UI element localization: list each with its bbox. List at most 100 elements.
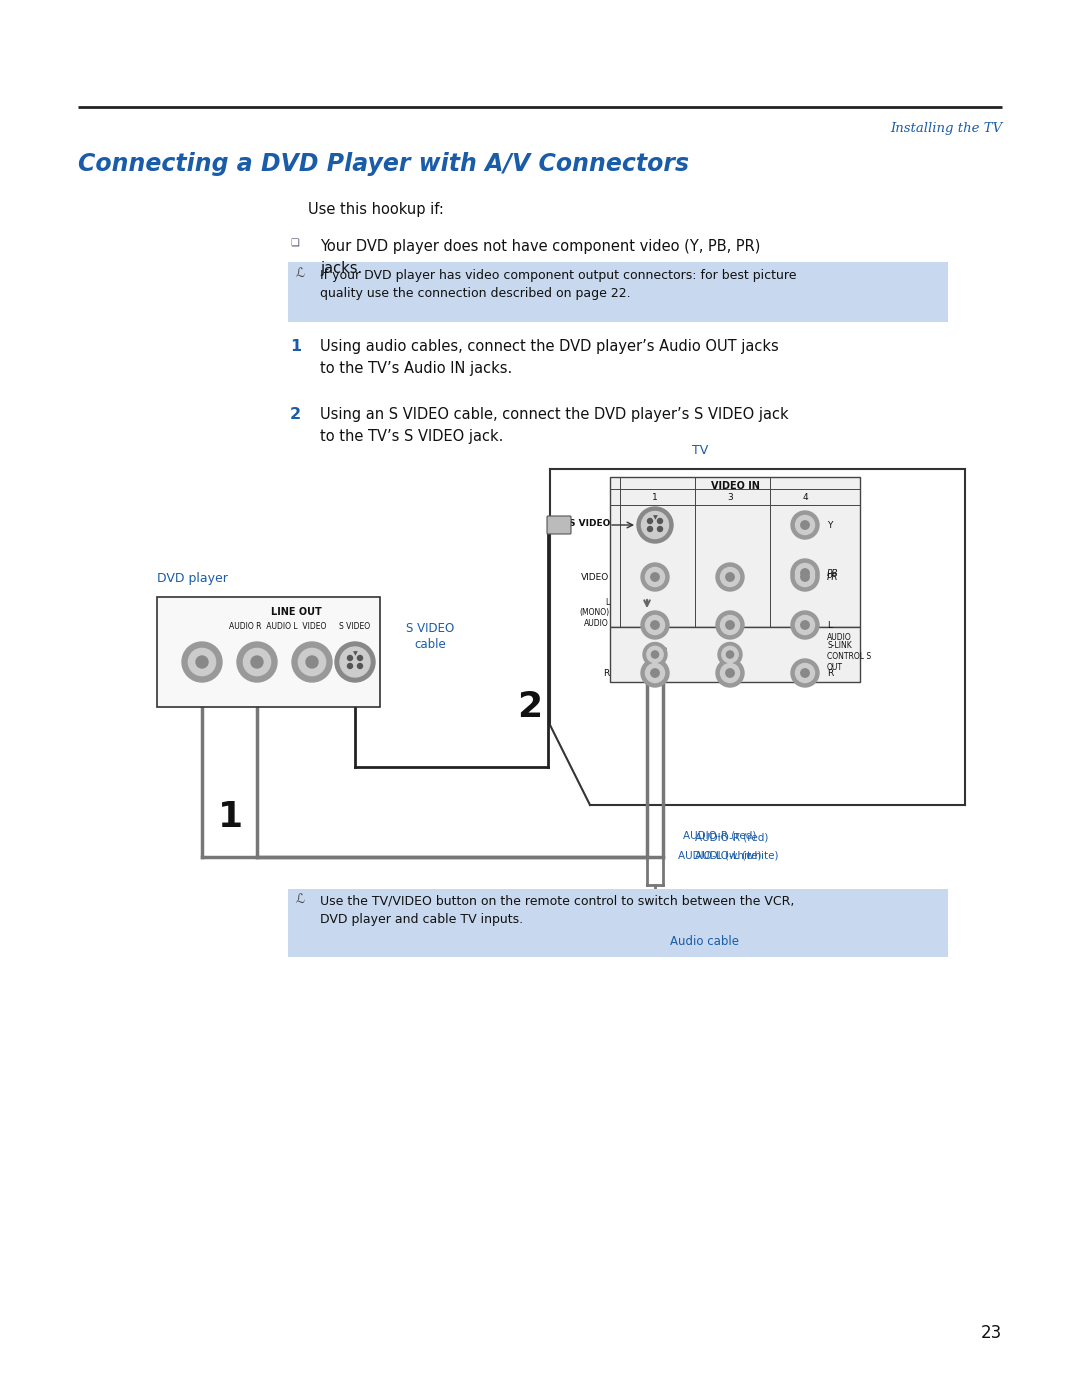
Text: 23: 23 <box>981 1324 1002 1343</box>
Text: AUDIO-R (red): AUDIO-R (red) <box>683 830 756 840</box>
Text: If your DVD player has video component output connectors: for best picture
quali: If your DVD player has video component o… <box>320 270 797 300</box>
Text: ▼: ▼ <box>353 651 357 657</box>
Circle shape <box>791 659 819 687</box>
Text: 1: 1 <box>652 493 658 502</box>
Circle shape <box>642 610 669 638</box>
Circle shape <box>726 573 734 581</box>
Circle shape <box>716 610 744 638</box>
Text: S VIDEO
cable: S VIDEO cable <box>406 623 454 651</box>
FancyBboxPatch shape <box>288 888 948 957</box>
Text: 1: 1 <box>217 800 243 834</box>
Circle shape <box>646 664 664 683</box>
Text: ▼: ▼ <box>652 515 658 520</box>
Circle shape <box>658 527 662 531</box>
Text: AUDIO R  AUDIO L  VIDEO: AUDIO R AUDIO L VIDEO <box>229 622 326 631</box>
Text: ❏: ❏ <box>291 239 299 249</box>
Text: AUDIO: AUDIO <box>827 633 852 641</box>
Circle shape <box>718 643 742 666</box>
Circle shape <box>642 563 669 591</box>
Text: R: R <box>603 669 609 678</box>
Circle shape <box>726 620 734 629</box>
Circle shape <box>195 657 208 668</box>
Circle shape <box>298 648 325 676</box>
Circle shape <box>651 620 659 629</box>
Circle shape <box>306 657 318 668</box>
Text: 2: 2 <box>517 690 542 724</box>
Text: S-LINK
CONTROL S
OUT: S-LINK CONTROL S OUT <box>827 641 872 672</box>
Text: L
(MONO)
AUDIO: L (MONO) AUDIO <box>579 598 609 627</box>
Text: Installing the TV: Installing the TV <box>890 122 1002 136</box>
FancyBboxPatch shape <box>288 263 948 321</box>
Circle shape <box>251 657 264 668</box>
Circle shape <box>721 647 738 662</box>
Circle shape <box>651 651 659 658</box>
Text: AUDIO-R (red): AUDIO-R (red) <box>696 833 768 842</box>
Circle shape <box>720 616 740 634</box>
Circle shape <box>643 643 667 666</box>
Circle shape <box>716 563 744 591</box>
Circle shape <box>237 643 276 682</box>
Circle shape <box>720 567 740 587</box>
Circle shape <box>646 567 664 587</box>
Text: AUDIO-L (white): AUDIO-L (white) <box>696 849 779 861</box>
Text: PR: PR <box>827 573 839 581</box>
Circle shape <box>646 616 664 634</box>
Circle shape <box>726 669 734 678</box>
Text: 4: 4 <box>802 493 808 502</box>
Circle shape <box>727 651 733 658</box>
Circle shape <box>658 518 662 524</box>
Text: VIDEO: VIDEO <box>581 573 609 581</box>
Text: Y: Y <box>827 521 833 529</box>
Circle shape <box>651 669 659 678</box>
Circle shape <box>800 521 809 529</box>
Circle shape <box>348 664 352 669</box>
Text: Use the TV/VIDEO button on the remote control to switch between the VCR,
DVD pla: Use the TV/VIDEO button on the remote co… <box>320 895 795 926</box>
Circle shape <box>243 648 271 676</box>
Text: 3: 3 <box>727 493 733 502</box>
Circle shape <box>357 655 363 661</box>
Text: S VIDEO: S VIDEO <box>339 622 370 631</box>
FancyBboxPatch shape <box>610 476 860 627</box>
Text: S VIDEO: S VIDEO <box>569 518 610 528</box>
Circle shape <box>796 567 814 587</box>
Circle shape <box>791 559 819 587</box>
Circle shape <box>183 643 222 682</box>
Circle shape <box>648 527 652 531</box>
Text: 2: 2 <box>291 407 301 422</box>
Circle shape <box>796 563 814 583</box>
Text: Your DVD player does not have component video (Y, PB, PR)
jacks.: Your DVD player does not have component … <box>320 239 760 277</box>
Circle shape <box>800 573 809 581</box>
Circle shape <box>188 648 216 676</box>
Text: 1: 1 <box>291 339 301 353</box>
Circle shape <box>651 573 659 581</box>
Text: Using an S VIDEO cable, connect the DVD player’s S VIDEO jack
to the TV’s S VIDE: Using an S VIDEO cable, connect the DVD … <box>320 407 788 444</box>
Circle shape <box>800 569 809 577</box>
FancyBboxPatch shape <box>546 515 571 534</box>
Text: DVD player: DVD player <box>157 571 228 585</box>
Circle shape <box>796 515 814 535</box>
Circle shape <box>340 647 370 678</box>
Circle shape <box>796 664 814 683</box>
Circle shape <box>791 563 819 591</box>
Text: Audio cable: Audio cable <box>671 935 740 949</box>
Circle shape <box>791 610 819 638</box>
Circle shape <box>642 659 669 687</box>
Circle shape <box>791 511 819 539</box>
Circle shape <box>648 518 652 524</box>
Text: TV: TV <box>692 444 708 457</box>
Text: ℒ: ℒ <box>296 267 305 279</box>
Text: Use this hookup if:: Use this hookup if: <box>308 203 444 217</box>
Text: PB: PB <box>827 569 838 577</box>
FancyBboxPatch shape <box>610 627 860 682</box>
Text: ℒ: ℒ <box>296 893 305 907</box>
Circle shape <box>800 620 809 629</box>
Circle shape <box>348 655 352 661</box>
Text: L: L <box>827 620 832 630</box>
Text: AUDIO-L (white): AUDIO-L (white) <box>678 849 761 861</box>
Circle shape <box>357 664 363 669</box>
Circle shape <box>716 659 744 687</box>
Circle shape <box>292 643 332 682</box>
Text: LINE OUT: LINE OUT <box>271 608 322 617</box>
Circle shape <box>720 664 740 683</box>
Circle shape <box>637 507 673 543</box>
